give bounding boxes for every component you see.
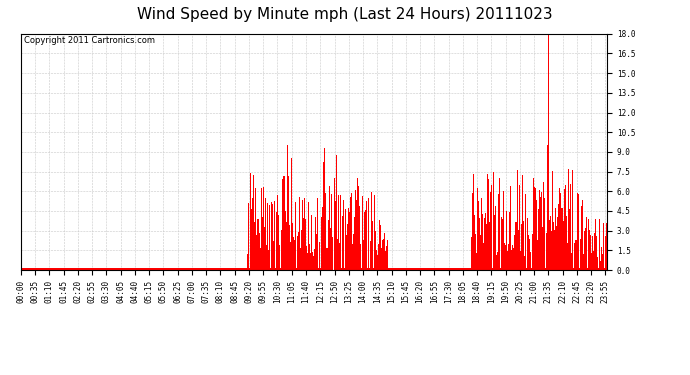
Text: Wind Speed by Minute mph (Last 24 Hours) 20111023: Wind Speed by Minute mph (Last 24 Hours)…	[137, 8, 553, 22]
Text: Copyright 2011 Cartronics.com: Copyright 2011 Cartronics.com	[23, 36, 155, 45]
